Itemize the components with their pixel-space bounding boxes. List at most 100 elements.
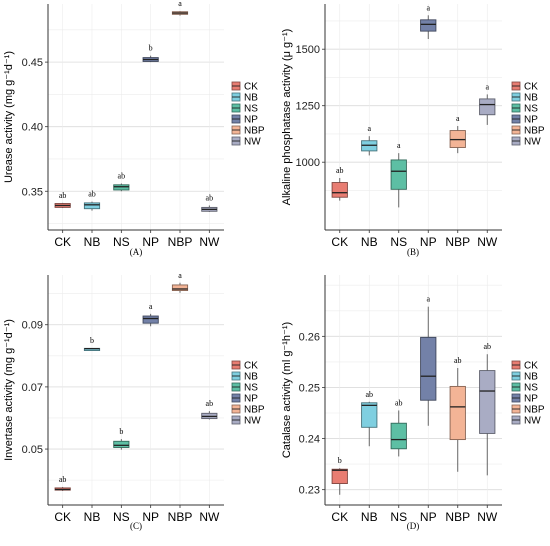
legend-label: NP [244,115,258,126]
x-tick-label: NP [142,235,159,249]
panel-label: (B) [407,247,419,257]
box-np: a [420,3,437,40]
significance-label: a [485,82,489,91]
legend-label: NB [524,372,538,383]
x-tick-label: NW [199,235,220,249]
significance-label: ab [118,172,126,181]
legend-label: NS [524,104,538,115]
significance-label: ab [365,390,373,399]
y-tick-label: 0.26 [299,331,320,343]
box-body [83,202,101,210]
box-ck: ab [54,475,71,492]
plot-area [325,4,502,230]
box-ck: b [331,456,348,495]
significance-label: ab [206,399,214,408]
y-tick-label: 0.45 [22,57,43,69]
legend-label: CK [524,82,538,93]
x-tick-label: NBP [168,235,193,249]
box-nb: a [361,124,378,156]
box-ck: ab [54,191,71,209]
legend-label: NS [244,383,258,394]
x-tick-label: NW [199,510,220,524]
box-body [390,422,407,450]
box-np: a [142,302,159,327]
legend-label: CK [244,82,258,93]
y-tick-label: 1500 [296,44,320,56]
box-nw: a [479,82,496,125]
significance-label: a [178,271,182,280]
x-tick-label: NW [477,510,498,524]
box-nbp: a [449,114,466,154]
legend-label: NW [524,416,541,427]
box-nw: ab [201,399,218,420]
y-tick-label: 0.07 [22,382,43,394]
box-nw: ab [201,193,218,212]
significance-label: a [367,124,371,133]
y-tick-label: 0.05 [22,444,43,456]
x-tick-label: NP [420,235,437,249]
x-tick-label: NW [477,235,498,249]
box-body [171,284,189,291]
legend-label: NP [244,394,258,405]
y-tick-label: 0.09 [22,320,43,332]
x-tick-label: CK [54,235,71,249]
x-tick-label: NS [390,235,407,249]
x-tick-label: NS [390,510,407,524]
panel-label: (C) [130,521,142,531]
x-tick-label: NS [113,235,130,249]
box-body [331,182,348,198]
y-tick-label: 0.25 [299,382,320,394]
significance-label: b [119,427,123,436]
significance-label: ab [206,193,214,202]
box-ns: ab [390,398,407,457]
x-tick-label: NS [113,510,130,524]
significance-label: ab [483,342,491,351]
significance-label: ab [59,475,67,484]
legend-label: NB [244,93,258,104]
significance-label: ab [336,166,344,175]
box-np: a [420,295,437,426]
significance-label: b [90,336,94,345]
box-nw: ab [479,342,496,476]
significance-label: ab [59,191,67,200]
panel-d: 0.230.240.250.26bCKabNBabNSaNPabNBPabNWC… [281,275,545,531]
significance-label: a [426,295,430,304]
significance-label: a [426,3,430,12]
significance-label: ab [395,398,403,407]
box-nb: ab [83,190,101,211]
legend-label: NW [244,137,261,148]
x-tick-label: NB [361,235,378,249]
box-nbp: a [171,0,189,16]
legend-label: CK [524,361,538,372]
significance-label: a [397,141,401,150]
box-body [479,370,496,434]
y-tick-label: 0.24 [299,434,320,446]
box-nb: ab [361,390,378,447]
plot-area [48,275,224,505]
legend-label: NS [524,383,538,394]
y-axis-label: Catalase activity (ml g⁻¹h⁻¹) [281,322,293,458]
box-ck: ab [331,166,348,201]
panel-a: 0.35 0.40 0.45 ab CK ab NB ab NS b NP a NBP ab NW Ureas… [3,0,265,257]
significance-label: a [456,114,460,123]
box-nbp: a [171,271,189,293]
y-axis-label: Urease activity (mg g⁻¹d⁻¹) [3,51,15,183]
x-tick-label: NBP [168,510,193,524]
box-ns: ab [113,172,130,192]
y-axis-label: Invertase activity (mg g⁻¹d⁻¹) [3,319,15,461]
legend-label: NBP [244,126,265,137]
panel-c: 0.05 0.07 0.09 ab CK b NB b NS a NP a NBP ab NW Inverta… [3,271,265,531]
x-tick-label: CK [331,510,348,524]
box-body [390,159,407,190]
x-tick-label: NB [361,510,378,524]
box-body [142,315,159,324]
x-tick-label: CK [331,235,348,249]
legend-label: NW [524,137,541,148]
panel-label: (A) [130,247,143,257]
box-nb: b [83,336,101,352]
box-body [361,402,378,428]
box-body [449,385,466,441]
box-body [420,336,437,401]
box-ns: b [113,427,130,450]
